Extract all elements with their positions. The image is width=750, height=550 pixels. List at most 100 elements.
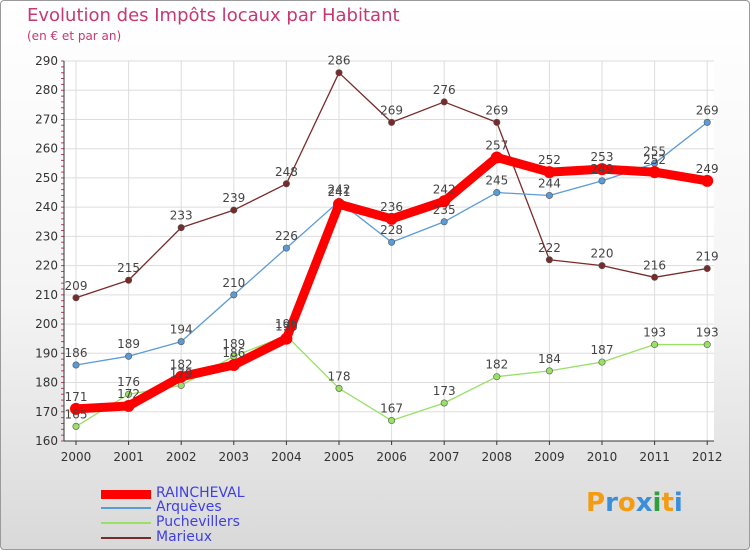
- data-point-puchevillers: [598, 358, 606, 366]
- data-label-puchevillers: 178: [328, 369, 351, 383]
- logo-letter: o: [617, 488, 636, 518]
- x-tick-label: 2005: [324, 450, 355, 464]
- x-tick-label: 2000: [61, 450, 92, 464]
- legend-label: Arquèves: [156, 499, 222, 515]
- data-point-puchevillers: [177, 381, 185, 389]
- data-point-marieux: [493, 118, 501, 126]
- x-tick-label: 2001: [113, 450, 144, 464]
- data-point-raincheval: [70, 402, 82, 415]
- y-tick-label: 190: [35, 346, 58, 360]
- data-label-marieux: 222: [538, 241, 561, 255]
- proxiti-logo: Proxiti: [586, 488, 683, 518]
- data-label-raincheval: 252: [538, 153, 561, 167]
- data-point-puchevillers: [335, 384, 343, 392]
- data-label-puchevillers: 187: [591, 343, 614, 357]
- data-label-marieux: 248: [275, 165, 298, 179]
- data-point-marieux: [440, 98, 448, 106]
- logo-letter: P: [586, 488, 606, 518]
- legend-label: RAINCHEVAL: [156, 485, 245, 501]
- logo-letter: t: [661, 488, 674, 518]
- data-point-arquèves: [230, 291, 238, 299]
- x-tick-label: 2002: [166, 450, 197, 464]
- data-label-marieux: 239: [222, 191, 245, 205]
- data-label-marieux: 233: [170, 209, 193, 223]
- data-point-puchevillers: [703, 341, 711, 349]
- data-point-marieux: [335, 69, 343, 77]
- x-tick-label: 2012: [692, 450, 723, 464]
- y-tick-label: 290: [35, 54, 58, 68]
- data-label-marieux: 216: [643, 258, 666, 272]
- data-point-arquèves: [282, 244, 290, 252]
- data-label-arquèves: 210: [222, 276, 245, 290]
- data-label-puchevillers: 167: [380, 402, 403, 416]
- data-label-puchevillers: 193: [696, 326, 719, 340]
- x-tick-label: 2007: [429, 450, 460, 464]
- data-label-marieux: 220: [591, 247, 614, 261]
- data-point-raincheval: [648, 166, 661, 179]
- data-label-marieux: 215: [117, 261, 140, 275]
- logo-letter: i: [673, 488, 683, 518]
- data-label-arquèves: 249: [591, 162, 614, 176]
- y-tick-label: 170: [35, 405, 58, 419]
- data-label-marieux: 269: [485, 103, 508, 117]
- data-point-puchevillers: [493, 373, 501, 381]
- x-tick-label: 2003: [219, 450, 250, 464]
- chart-subtitle: (en € et par an): [27, 29, 122, 43]
- data-point-arquèves: [125, 352, 133, 360]
- data-label-puchevillers: 165: [65, 407, 88, 421]
- x-tick-label: 2004: [271, 450, 302, 464]
- logo-letter: r: [605, 488, 618, 518]
- data-label-raincheval: 252: [643, 153, 666, 167]
- data-label-raincheval: 171: [65, 390, 88, 404]
- data-point-puchevillers: [440, 399, 448, 407]
- data-point-raincheval: [385, 212, 398, 225]
- data-label-raincheval: 182: [170, 358, 193, 372]
- legend-swatch: [101, 537, 151, 539]
- data-point-raincheval: [227, 359, 240, 371]
- data-label-arquèves: 189: [117, 337, 140, 351]
- data-point-marieux: [703, 265, 711, 273]
- data-point-raincheval: [701, 174, 714, 187]
- data-label-arquèves: 269: [696, 103, 719, 117]
- data-label-marieux: 219: [696, 250, 719, 264]
- data-point-raincheval: [122, 399, 135, 412]
- legend-swatch: [101, 489, 151, 499]
- data-point-raincheval: [333, 198, 345, 211]
- data-point-raincheval: [280, 332, 293, 345]
- data-label-puchevillers: 193: [643, 326, 666, 340]
- data-label-puchevillers: 189: [222, 337, 245, 351]
- data-label-arquèves: 186: [65, 346, 88, 360]
- data-label-puchevillers: 176: [117, 375, 140, 389]
- data-point-marieux: [125, 276, 133, 284]
- data-label-arquèves: 235: [433, 203, 456, 217]
- data-point-puchevillers: [545, 367, 553, 375]
- data-label-puchevillers: 173: [433, 384, 456, 398]
- data-point-marieux: [545, 256, 553, 264]
- y-tick-label: 250: [35, 171, 58, 185]
- y-tick-label: 260: [35, 142, 58, 156]
- data-label-raincheval: 253: [591, 150, 614, 164]
- data-label-raincheval: 241: [328, 185, 351, 199]
- data-label-puchevillers: 184: [538, 352, 561, 366]
- y-tick-label: 160: [35, 434, 58, 448]
- data-point-puchevillers: [125, 390, 133, 398]
- x-tick-label: 2010: [587, 450, 618, 464]
- logo-letter: x: [635, 488, 653, 518]
- data-label-puchevillers: 182: [485, 358, 508, 372]
- data-point-arquèves: [598, 177, 606, 185]
- data-label-raincheval: 186: [222, 346, 245, 360]
- legend-swatch: [101, 507, 151, 509]
- data-point-puchevillers: [72, 422, 80, 430]
- data-point-arquèves: [493, 189, 501, 197]
- data-label-raincheval: 195: [275, 320, 298, 334]
- data-label-arquèves: 255: [643, 144, 666, 158]
- data-point-raincheval: [490, 151, 503, 164]
- chart-title: Evolution des Impôts locaux par Habitant: [27, 5, 400, 26]
- data-point-marieux: [282, 180, 290, 188]
- logo-letter: i: [652, 488, 662, 518]
- data-point-marieux: [177, 224, 185, 232]
- data-point-arquèves: [72, 361, 80, 369]
- data-label-puchevillers: 179: [170, 366, 193, 380]
- data-label-marieux: 209: [65, 279, 88, 293]
